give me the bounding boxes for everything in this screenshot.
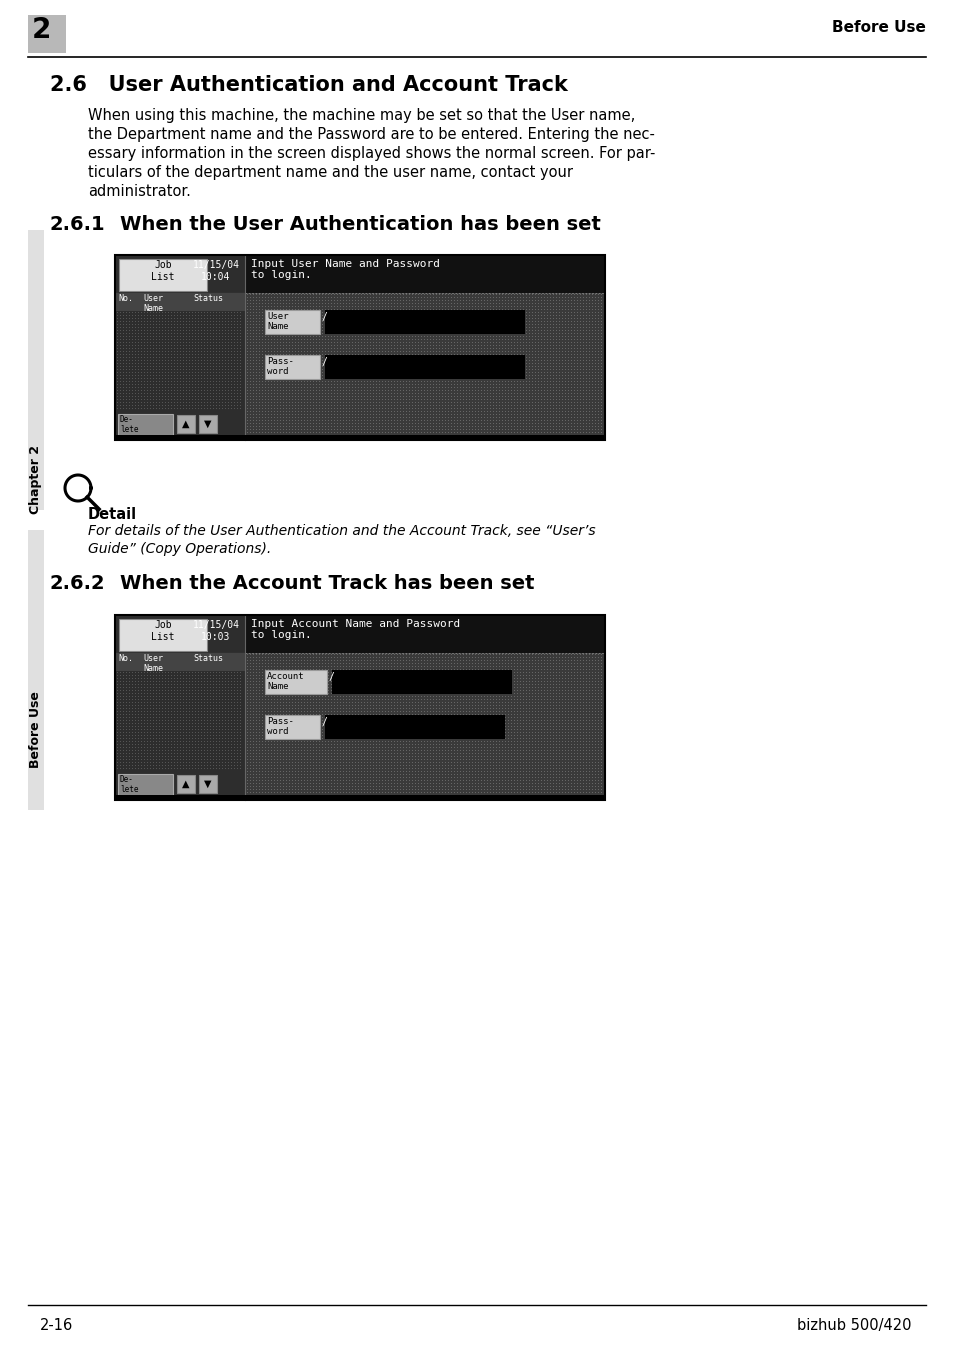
Text: ▼: ▼ [204,779,212,790]
Text: When using this machine, the machine may be set so that the User name,: When using this machine, the machine may… [88,108,635,123]
Text: ▼: ▼ [204,419,212,429]
Text: to login.: to login. [251,630,312,639]
Bar [177,415,194,433]
Bar [265,715,319,740]
Text: When the Account Track has been set: When the Account Track has been set [120,575,534,594]
Bar [118,414,172,435]
Text: bizhub 500/420: bizhub 500/420 [797,1318,911,1333]
Bar [325,310,524,334]
Bar [199,775,216,794]
Bar [119,619,207,652]
Text: 11/15/04
10:04: 11/15/04 10:04 [193,260,239,281]
Bar [325,356,524,379]
Bar [177,775,194,794]
Bar [245,435,604,439]
Text: Before Use: Before Use [30,692,43,768]
Text: /: / [329,672,335,681]
Text: Pass-
word: Pass- word [267,717,294,737]
Text: Before Use: Before Use [831,20,925,35]
Text: User
Name: User Name [143,293,163,314]
Bar [115,795,245,800]
Bar [245,615,604,653]
Bar [245,795,604,800]
Text: No.: No. [118,293,132,303]
Bar [115,256,604,439]
Text: ▲: ▲ [182,779,190,790]
Bar [115,293,245,311]
Bar [28,530,44,810]
Bar [115,256,604,439]
Text: Status: Status [193,293,223,303]
Text: /: / [322,357,328,366]
Text: Account
Name: Account Name [267,672,304,691]
Text: ticulars of the department name and the user name, contact your: ticulars of the department name and the … [88,165,573,180]
Text: Status: Status [193,654,223,662]
Bar [115,653,245,671]
Bar [115,615,604,800]
Text: De-
lete: De- lete [120,775,138,795]
Text: 2-16: 2-16 [40,1318,73,1333]
Bar [265,356,319,379]
Text: administrator.: administrator. [88,184,191,199]
Text: 2.6.1: 2.6.1 [50,215,106,234]
Text: User
Name: User Name [267,312,288,331]
Text: 11/15/04
10:03: 11/15/04 10:03 [193,621,239,642]
Text: Guide” (Copy Operations).: Guide” (Copy Operations). [88,542,271,556]
Text: No.: No. [118,654,132,662]
Text: Pass-
word: Pass- word [267,357,294,376]
Text: 2.6   User Authentication and Account Track: 2.6 User Authentication and Account Trac… [50,74,567,95]
Bar [265,310,319,334]
Text: Job
List: Job List [152,260,174,281]
Bar [245,293,604,439]
Text: When the User Authentication has been set: When the User Authentication has been se… [120,215,600,234]
Text: /: / [322,312,328,322]
Bar [115,615,604,800]
Bar [245,256,604,293]
Bar [265,671,327,694]
Text: Input User Name and Password: Input User Name and Password [251,260,439,269]
Text: 2: 2 [32,16,51,45]
Bar [115,435,245,439]
Text: Detail: Detail [88,507,137,522]
Bar [119,260,207,291]
Text: Job
List: Job List [152,621,174,642]
Bar [28,15,66,53]
Text: essary information in the screen displayed shows the normal screen. For par-: essary information in the screen display… [88,146,655,161]
Text: /: / [322,717,328,727]
Text: 2.6.2: 2.6.2 [50,575,106,594]
Bar [332,671,512,694]
Text: User
Name: User Name [143,654,163,673]
Bar [115,615,245,800]
Text: Chapter 2: Chapter 2 [30,446,43,515]
Text: ▲: ▲ [182,419,190,429]
Bar [28,230,44,510]
Bar [245,653,604,800]
Text: For details of the User Authentication and the Account Track, see “User’s: For details of the User Authentication a… [88,525,595,538]
Bar [115,256,245,439]
Bar [199,415,216,433]
Bar [118,773,172,796]
Bar [325,715,504,740]
Text: Input Account Name and Password: Input Account Name and Password [251,619,459,629]
Text: to login.: to login. [251,270,312,280]
Text: De-
lete: De- lete [120,415,138,434]
Text: the Department name and the Password are to be entered. Entering the nec-: the Department name and the Password are… [88,127,654,142]
